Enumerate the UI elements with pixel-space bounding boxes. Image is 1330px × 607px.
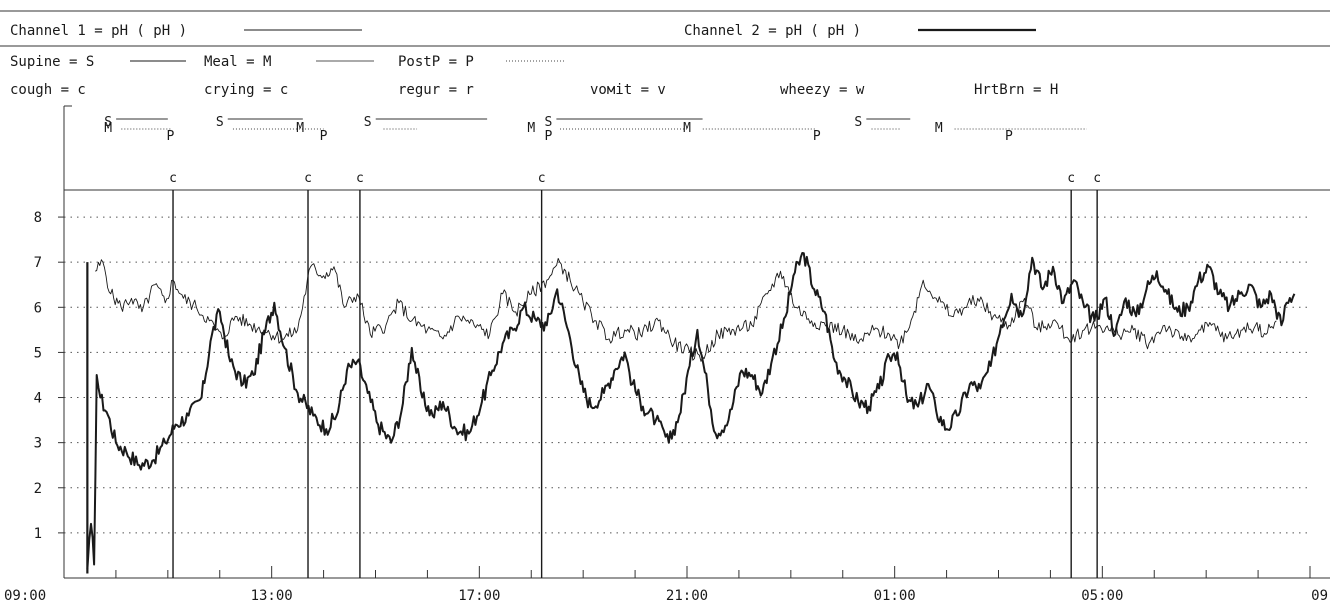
legend-wheezy: wheezy = w — [780, 82, 865, 98]
y-tick-label: 2 — [34, 481, 42, 497]
legend-vomit: voмit = v — [590, 82, 666, 98]
cough-marker-label: c — [356, 171, 364, 186]
position-marker: P — [167, 129, 175, 144]
position-marker: M — [104, 121, 112, 136]
y-tick-label: 5 — [34, 345, 42, 361]
event-box — [63, 105, 1330, 191]
legend-postp: PostP = P — [398, 54, 474, 70]
cough-marker-label: c — [304, 171, 312, 186]
series-channel1-line — [95, 257, 1277, 362]
position-marker: M — [527, 121, 535, 136]
y-tick-label: 3 — [34, 436, 42, 452]
position-marker: M — [935, 121, 943, 136]
position-marker: S — [364, 115, 372, 130]
position-marker: P — [813, 129, 821, 144]
series-lines — [86, 252, 1296, 574]
x-axis: 09:00 13:00 17:00 21:00 01:00 05:00 09 — [4, 566, 1330, 604]
position-marker: M — [683, 121, 691, 136]
legend-meal: Meal = M — [204, 54, 271, 70]
y-tick-label: 6 — [34, 300, 42, 316]
cough-marker-label: c — [538, 171, 546, 186]
position-marker: S — [104, 115, 112, 130]
cough-marker-label: c — [1093, 171, 1101, 186]
y-tick-label: 8 — [34, 210, 42, 226]
channel1-label: Channel 1 = pH ( pH ) — [10, 23, 187, 39]
cough-marker-label: c — [1067, 171, 1075, 186]
x-tick-label: 21:00 — [666, 588, 708, 604]
x-tick-label: 17:00 — [458, 588, 500, 604]
series-channel2-line — [86, 252, 1296, 570]
legend-regur: regur = r — [398, 82, 474, 98]
x-tick-label: 01:00 — [874, 588, 916, 604]
x-tick-label: 05:00 — [1081, 588, 1123, 604]
y-tick-label: 7 — [34, 255, 42, 271]
position-marker: S — [216, 115, 224, 130]
x-tick-label: 13:00 — [251, 588, 293, 604]
legend-crying: crying = c — [204, 82, 288, 98]
legend-cough: cough = c — [10, 82, 86, 98]
cough-marker-label: c — [169, 171, 177, 186]
y-axis: 1 2 3 4 5 6 7 8 — [34, 190, 65, 578]
channel2-label: Channel 2 = pH ( pH ) — [684, 23, 861, 39]
position-marker: M — [296, 121, 304, 136]
x-tick-label: 09:00 — [4, 588, 46, 604]
position-marker: S — [854, 115, 862, 130]
position-marker: P — [1005, 129, 1013, 144]
position-marker: P — [320, 129, 328, 144]
x-tick-label: 09 — [1311, 588, 1328, 604]
legend-supine: Supine = S — [10, 54, 94, 70]
position-marker: S — [544, 115, 552, 130]
position-marker: P — [544, 129, 552, 144]
legend-hrtbrn: HrtBrn = H — [974, 82, 1058, 98]
y-tick-label: 1 — [34, 526, 42, 542]
y-tick-label: 4 — [34, 391, 42, 407]
